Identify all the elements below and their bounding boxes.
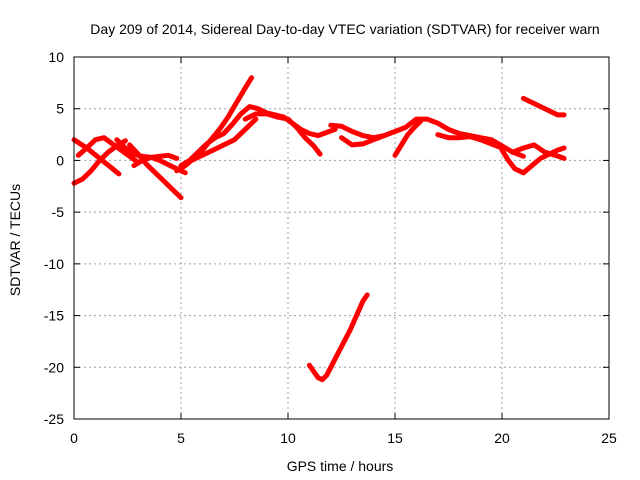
series-line-arc-p — [510, 142, 567, 161]
x-tick-label: 25 — [601, 430, 617, 446]
series-line-arc-h — [178, 104, 338, 169]
x-tick-label: 20 — [494, 430, 510, 446]
series-layer — [71, 75, 567, 383]
x-tick-label: 5 — [177, 430, 185, 446]
y-tick-label: -20 — [44, 359, 64, 375]
y-tick-label: -5 — [52, 204, 65, 220]
y-tick-label: -25 — [44, 411, 64, 427]
y-tick-label: 10 — [48, 49, 64, 65]
series-line-arc-e — [127, 142, 184, 201]
y-axis-label: SDTVAR / TECUs — [7, 184, 23, 296]
x-tick-label: 10 — [280, 430, 296, 446]
series-line-arc-c — [75, 135, 141, 165]
series-line-arc-i — [189, 116, 259, 163]
y-tick-label: -15 — [44, 308, 64, 324]
series-line-arc-f — [131, 152, 180, 169]
series-line-arc-m — [392, 118, 424, 158]
series-line-arc-o — [499, 145, 567, 176]
series-line-arc-l — [339, 133, 387, 148]
series-line-arc-n — [435, 132, 505, 151]
x-tick-labels: 0 5 10 15 20 25 — [70, 430, 617, 446]
plot-frame — [73, 56, 610, 420]
chart-title: Day 209 of 2014, Sidereal Day-to-day VTE… — [90, 21, 599, 37]
y-tick-label: -10 — [44, 256, 64, 272]
y-tick-labels: 10 5 0 -5 -10 -15 -20 -25 — [44, 49, 64, 427]
series-line-arc-j — [242, 111, 323, 157]
x-axis-label: GPS time / hours — [287, 458, 394, 474]
y-tick-label: 0 — [56, 152, 64, 168]
x-tick-label: 15 — [387, 430, 403, 446]
series-line-arc-a — [71, 137, 122, 177]
series-line-arc-k — [328, 116, 526, 159]
series-line-arc-r — [306, 292, 370, 383]
y-tick-label: 5 — [56, 101, 64, 117]
x-tick-label: 0 — [70, 430, 78, 446]
series-line-arc-q — [520, 95, 567, 118]
